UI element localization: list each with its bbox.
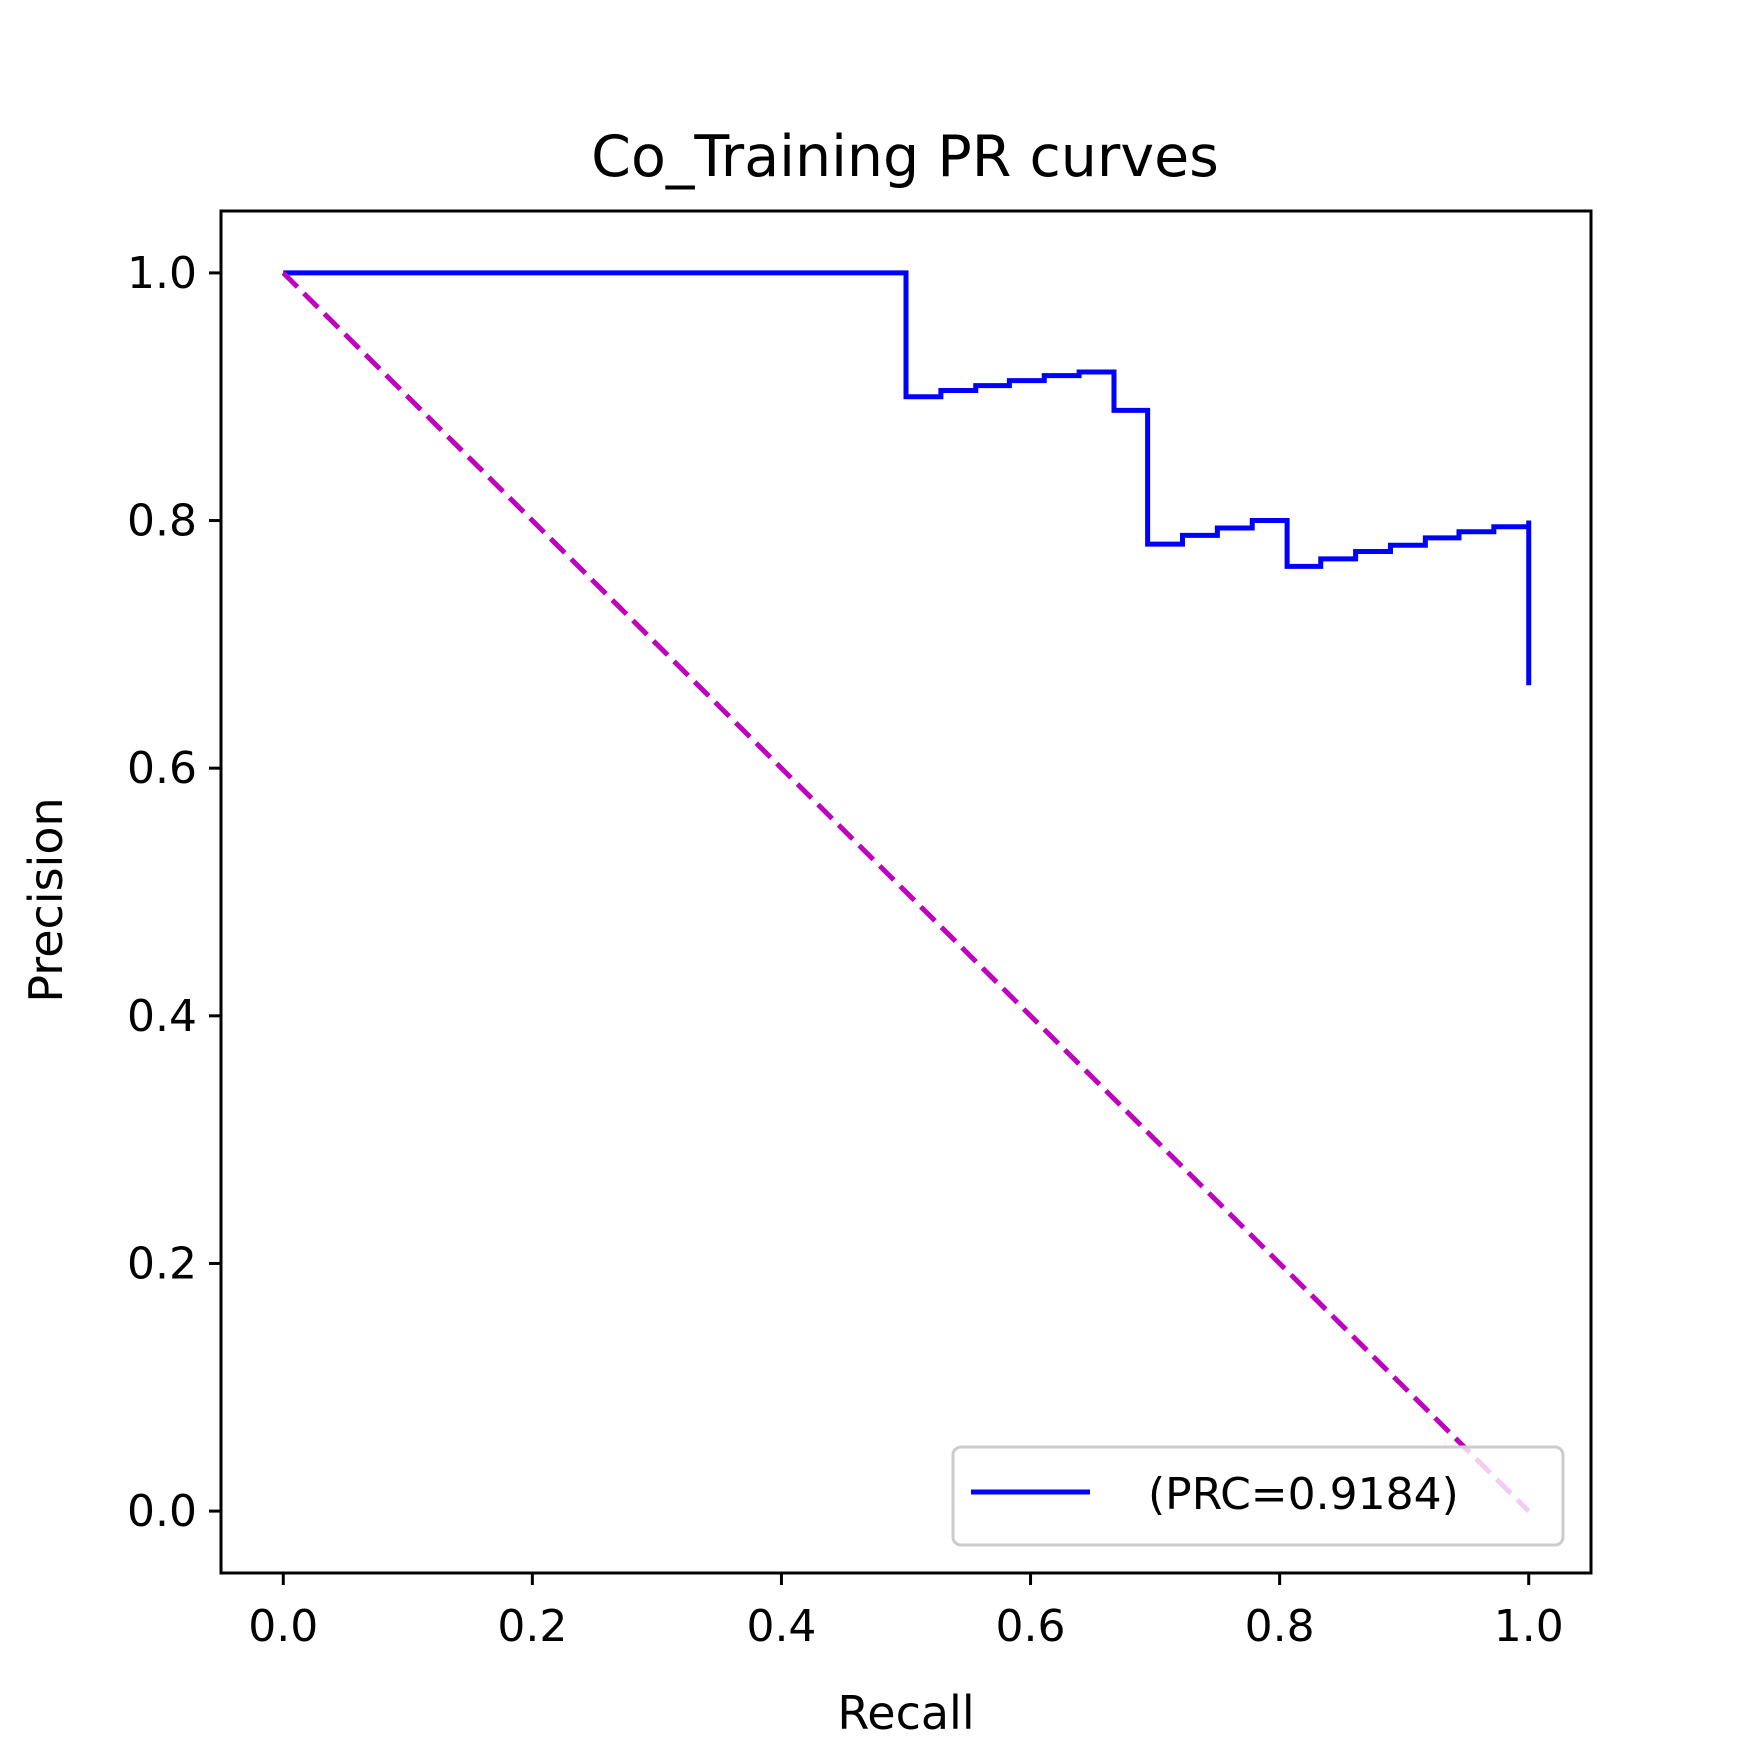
y-axis: 0.0 0.2 0.4 0.6 0.8 1.0 xyxy=(127,248,221,1537)
y-axis-label: Precision xyxy=(19,797,73,1002)
y-tick-label: 0.4 xyxy=(127,991,197,1042)
diagonal-reference-line xyxy=(281,271,1531,1513)
x-axis-label: Recall xyxy=(837,1686,974,1740)
chart-title: Co_Training PR curves xyxy=(591,124,1219,190)
x-tick-label: 0.6 xyxy=(996,1601,1066,1652)
y-tick-label: 0.2 xyxy=(127,1238,197,1289)
x-tick-label: 0.2 xyxy=(497,1601,567,1652)
legend-label: (PRC=0.9184) xyxy=(1148,1469,1459,1520)
x-tick-label: 0.8 xyxy=(1245,1601,1315,1652)
x-tick-label: 0.0 xyxy=(248,1601,318,1652)
legend-box xyxy=(951,1445,1565,1547)
legend: (PRC=0.9184) xyxy=(951,1445,1565,1547)
y-tick-label: 1.0 xyxy=(127,248,197,299)
y-tick-label: 0.0 xyxy=(127,1486,197,1537)
x-tick-label: 1.0 xyxy=(1494,1601,1564,1652)
plot-series xyxy=(281,270,1532,1513)
y-tick-label: 0.6 xyxy=(127,743,197,794)
x-tick-label: 0.4 xyxy=(746,1601,816,1652)
plot-frame xyxy=(219,209,1593,1575)
x-axis: 0.0 0.2 0.4 0.6 0.8 1.0 xyxy=(248,1573,1564,1652)
pr-curve-line xyxy=(283,270,1532,686)
y-tick-label: 0.8 xyxy=(127,496,197,547)
